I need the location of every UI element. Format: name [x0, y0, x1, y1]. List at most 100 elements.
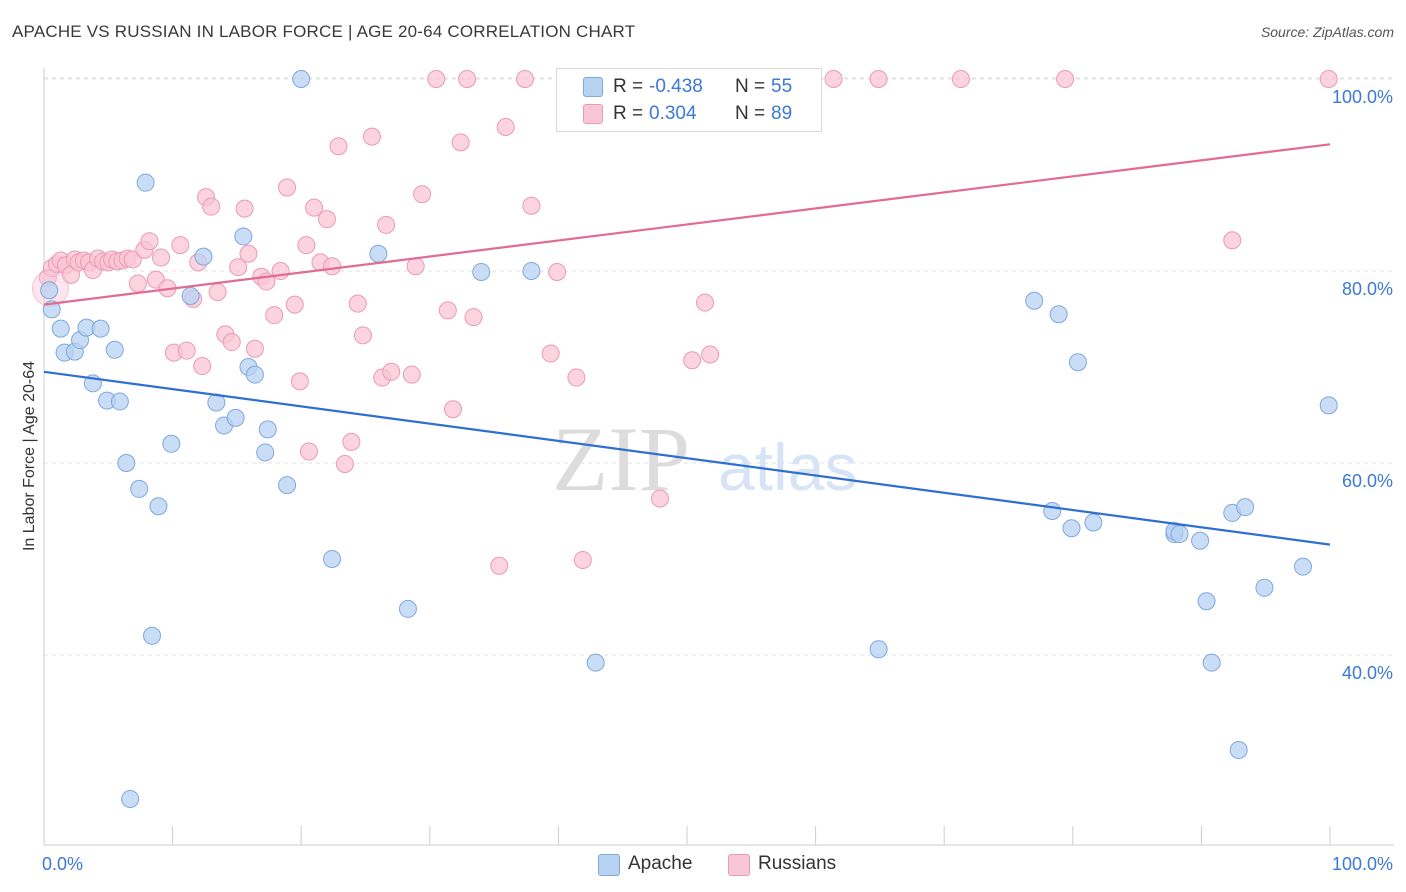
apache-point[interactable] — [245, 365, 264, 384]
apache-point[interactable] — [121, 790, 140, 808]
russians-point[interactable] — [406, 257, 425, 276]
apache-point[interactable] — [40, 281, 59, 300]
apache-point[interactable] — [323, 550, 342, 568]
russians-point[interactable] — [362, 127, 381, 146]
apache-point[interactable] — [1255, 578, 1274, 597]
apache-point[interactable] — [105, 340, 124, 359]
russians-point[interactable] — [335, 454, 354, 473]
russians-point[interactable] — [377, 215, 396, 234]
russians-point[interactable] — [297, 236, 316, 255]
russians-point[interactable] — [342, 432, 361, 451]
apache-point[interactable] — [1084, 513, 1103, 532]
apache-point[interactable] — [226, 408, 245, 427]
russians-point[interactable] — [202, 197, 221, 216]
russians-point[interactable] — [305, 198, 324, 217]
apache-point[interactable] — [1197, 592, 1216, 611]
apache-point[interactable] — [278, 476, 297, 495]
russians-point[interactable] — [382, 362, 401, 381]
apache-point[interactable] — [258, 420, 277, 439]
apache-point[interactable] — [369, 244, 388, 263]
apache-point[interactable] — [869, 640, 888, 659]
russians-point[interactable] — [451, 133, 470, 152]
russians-point[interactable] — [522, 196, 541, 215]
russians-point[interactable] — [140, 232, 159, 251]
russians-point[interactable] — [278, 178, 297, 197]
russians-point[interactable] — [208, 283, 227, 302]
russians-point[interactable] — [683, 351, 702, 370]
russians-point[interactable] — [265, 306, 284, 325]
apache-point[interactable] — [1043, 502, 1062, 520]
russians-point[interactable] — [1223, 231, 1242, 250]
apache-point[interactable] — [1191, 531, 1210, 550]
apache-point[interactable] — [256, 443, 275, 462]
russians-point[interactable] — [824, 70, 843, 88]
apache-point[interactable] — [472, 262, 491, 281]
apache-point[interactable] — [110, 392, 129, 411]
russians-point[interactable] — [193, 357, 212, 376]
apache-point[interactable] — [1236, 498, 1255, 517]
russians-point[interactable] — [402, 365, 421, 384]
russians-point[interactable] — [123, 250, 142, 269]
apache-point[interactable] — [162, 434, 181, 453]
russians-point[interactable] — [317, 210, 336, 229]
russians-point[interactable] — [353, 326, 372, 345]
russians-point[interactable] — [951, 70, 970, 88]
russians-point[interactable] — [696, 293, 715, 312]
russians-point[interactable] — [490, 556, 509, 575]
apache-point[interactable] — [91, 319, 110, 338]
russians-point[interactable] — [464, 308, 483, 327]
russians-point[interactable] — [235, 199, 254, 218]
russians-point[interactable] — [1319, 70, 1338, 88]
apache-point[interactable] — [136, 173, 155, 192]
apache-point[interactable] — [1062, 519, 1081, 538]
apache-point[interactable] — [1202, 653, 1221, 672]
apache-point[interactable] — [1068, 353, 1087, 372]
russians-point[interactable] — [458, 70, 477, 88]
russians-point[interactable] — [650, 489, 669, 508]
russians-point[interactable] — [171, 236, 190, 255]
russians-point[interactable] — [177, 341, 196, 360]
russians-point[interactable] — [413, 185, 432, 204]
apache-point[interactable] — [586, 653, 605, 672]
apache-point[interactable] — [292, 70, 311, 88]
russians-point[interactable] — [443, 400, 462, 419]
russians-point[interactable] — [128, 274, 147, 293]
russians-point[interactable] — [438, 301, 457, 320]
apache-point[interactable] — [1229, 741, 1248, 760]
russians-point[interactable] — [245, 339, 264, 358]
russians-point[interactable] — [323, 257, 342, 276]
russians-point[interactable] — [285, 295, 304, 314]
apache-point[interactable] — [522, 262, 541, 280]
apache-point[interactable] — [1170, 525, 1189, 544]
apache-point[interactable] — [143, 626, 162, 645]
apache-point[interactable] — [117, 454, 136, 472]
russians-point[interactable] — [548, 262, 567, 281]
apache-point[interactable] — [234, 227, 253, 246]
russians-point[interactable] — [348, 294, 367, 313]
russians-point[interactable] — [290, 372, 309, 391]
russians-point[interactable] — [541, 344, 560, 363]
russians-point[interactable] — [701, 345, 720, 364]
apache-point[interactable] — [1293, 557, 1312, 576]
apache-point[interactable] — [149, 497, 168, 516]
russians-point[interactable] — [239, 244, 258, 263]
apache-point[interactable] — [130, 479, 149, 498]
russians-point[interactable] — [229, 258, 248, 277]
apache-point[interactable] — [398, 599, 417, 618]
apache-point[interactable] — [51, 319, 70, 338]
russians-point[interactable] — [567, 368, 586, 387]
russians-point[interactable] — [329, 137, 348, 156]
russians-point[interactable] — [496, 118, 515, 136]
russians-point[interactable] — [222, 333, 241, 352]
russians-point[interactable] — [869, 70, 888, 88]
russians-point[interactable] — [515, 70, 534, 88]
russians-point[interactable] — [573, 550, 592, 569]
russians-point[interactable] — [152, 248, 171, 267]
apache-point[interactable] — [1025, 291, 1044, 310]
russians-point[interactable] — [299, 442, 318, 461]
apache-point[interactable] — [194, 247, 213, 266]
apache-point[interactable] — [1319, 396, 1338, 415]
russians-point[interactable] — [1056, 70, 1075, 88]
apache-point[interactable] — [1049, 305, 1068, 324]
apache-point[interactable] — [181, 286, 200, 305]
